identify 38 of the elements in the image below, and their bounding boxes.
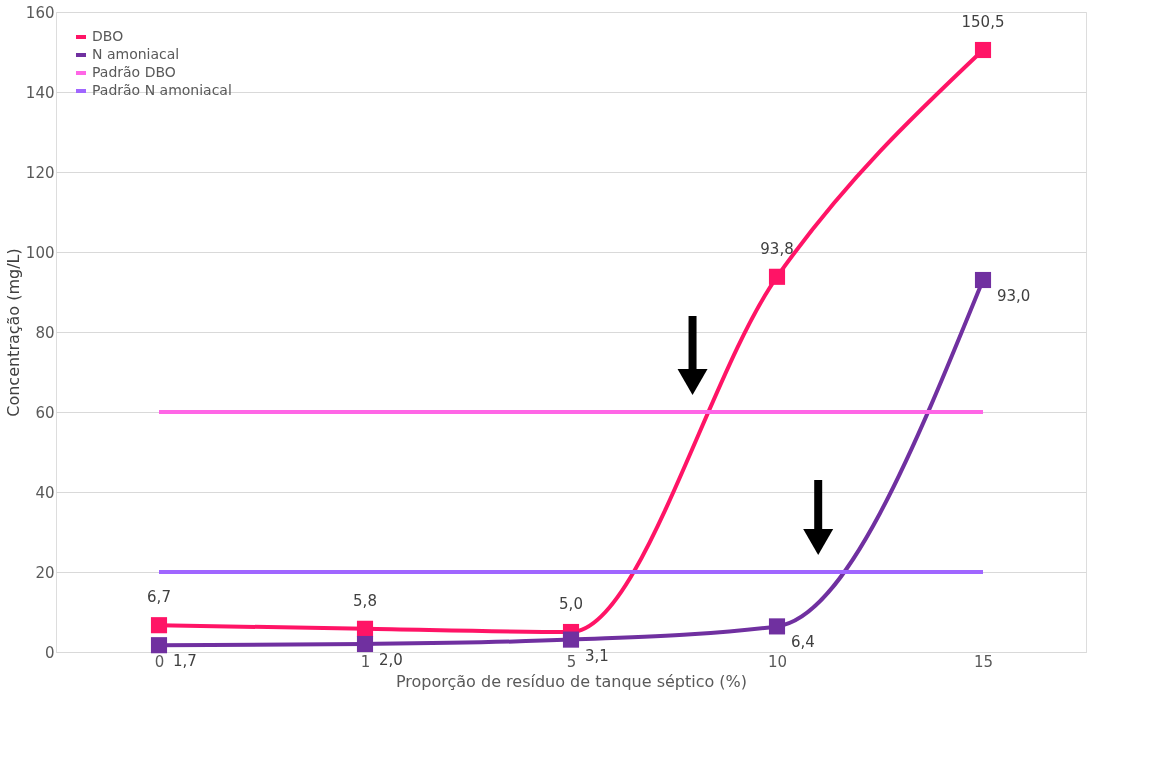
legend-label: N amoniacal <box>92 46 180 62</box>
data-label: 3,1 <box>585 646 609 665</box>
y-tick-label: 140 <box>25 83 55 102</box>
x-tick-label: 5 <box>566 652 577 671</box>
data-label: 6,4 <box>791 633 815 652</box>
x-tick-label: 10 <box>767 652 788 671</box>
point <box>150 637 168 654</box>
y-tick-label: 80 <box>35 323 55 342</box>
legend-label: Padrão N amoniacal <box>92 82 232 98</box>
data-label: 1,7 <box>173 652 197 671</box>
data-label: 93,0 <box>997 287 1031 305</box>
x-axis-title: Proporção de resíduo de tanque séptico (%) <box>395 671 748 691</box>
x-tick-label: 1 <box>360 652 371 671</box>
legend-label: DBO <box>92 28 124 44</box>
y-tick-label: 100 <box>25 243 55 262</box>
point <box>150 617 168 634</box>
data-label: 5,0 <box>559 595 583 613</box>
x-tick-label: 15 <box>973 652 994 671</box>
data-label: 5,8 <box>353 591 377 610</box>
data-label: 150,5 <box>961 13 1005 31</box>
data-label: 6,7 <box>147 588 171 607</box>
x-tick-label: 0 <box>154 652 165 671</box>
point <box>562 631 580 648</box>
data-label: 2,0 <box>379 651 403 669</box>
y-tick-label: 60 <box>35 403 55 422</box>
legend-label: Padrão DBO <box>92 64 176 80</box>
point <box>974 271 992 289</box>
y-tick-label: 20 <box>35 563 55 582</box>
point <box>356 635 374 653</box>
point <box>974 41 992 59</box>
y-tick-label: 40 <box>35 483 55 502</box>
y-axis-title: Concentração (mg/L) <box>3 248 23 417</box>
y-tick-label: 160 <box>25 3 55 22</box>
point <box>768 268 786 285</box>
data-label: 93,8 <box>760 239 794 258</box>
point <box>768 618 786 635</box>
point <box>356 620 374 637</box>
y-tick-label: 120 <box>25 163 55 182</box>
